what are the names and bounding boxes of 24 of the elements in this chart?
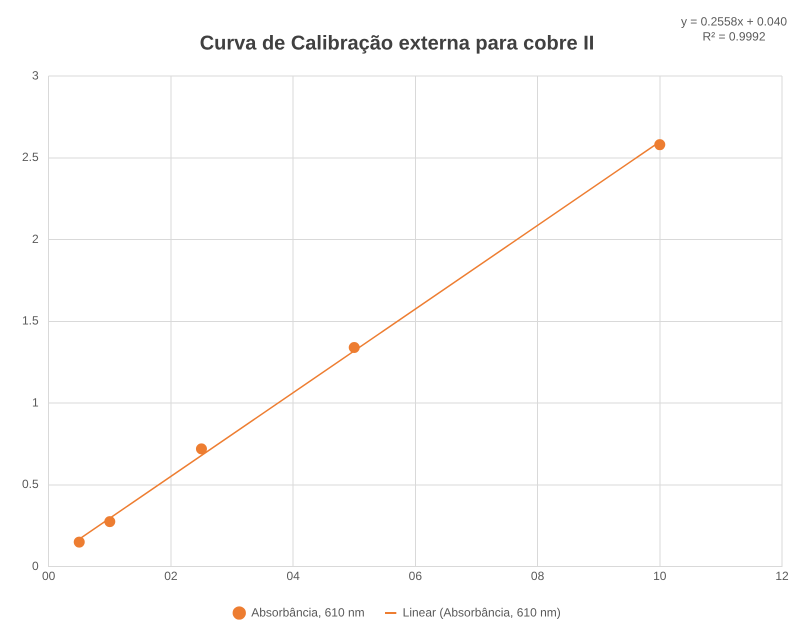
text: y = 0.2558x + 0.040 [680, 14, 788, 28]
legend-label: Absorbância, 610 nm [251, 605, 365, 620]
point [196, 443, 207, 454]
chart-title: Curva de Calibração externa para cobre II [200, 32, 594, 55]
x-tick-label: 00 [42, 569, 56, 584]
x-tick-label: 12 [775, 569, 789, 584]
y-tick-label: 3 [32, 68, 39, 82]
point [104, 516, 116, 528]
point [654, 139, 666, 150]
x-tick-label: 02 [164, 569, 178, 584]
text: R² = 0.9992 [702, 29, 766, 44]
x-tick-label: 04 [286, 569, 300, 584]
legend-label: Linear (Absorbância, 610 nm) [402, 605, 561, 620]
y-tick-label: 0 [32, 558, 39, 573]
point [74, 536, 85, 548]
x-tick-label: 08 [530, 569, 545, 584]
y-tick-label: 2 [32, 232, 39, 246]
y-tick-label: 0.5 [22, 477, 39, 492]
x-tick-label: 10 [653, 569, 667, 584]
y-tick-label: 1 [32, 395, 39, 410]
point [348, 342, 360, 353]
y-tick-label: 1.5 [22, 314, 39, 328]
y-tick-label: 2.5 [22, 150, 39, 164]
x-tick-label: 06 [408, 569, 422, 584]
